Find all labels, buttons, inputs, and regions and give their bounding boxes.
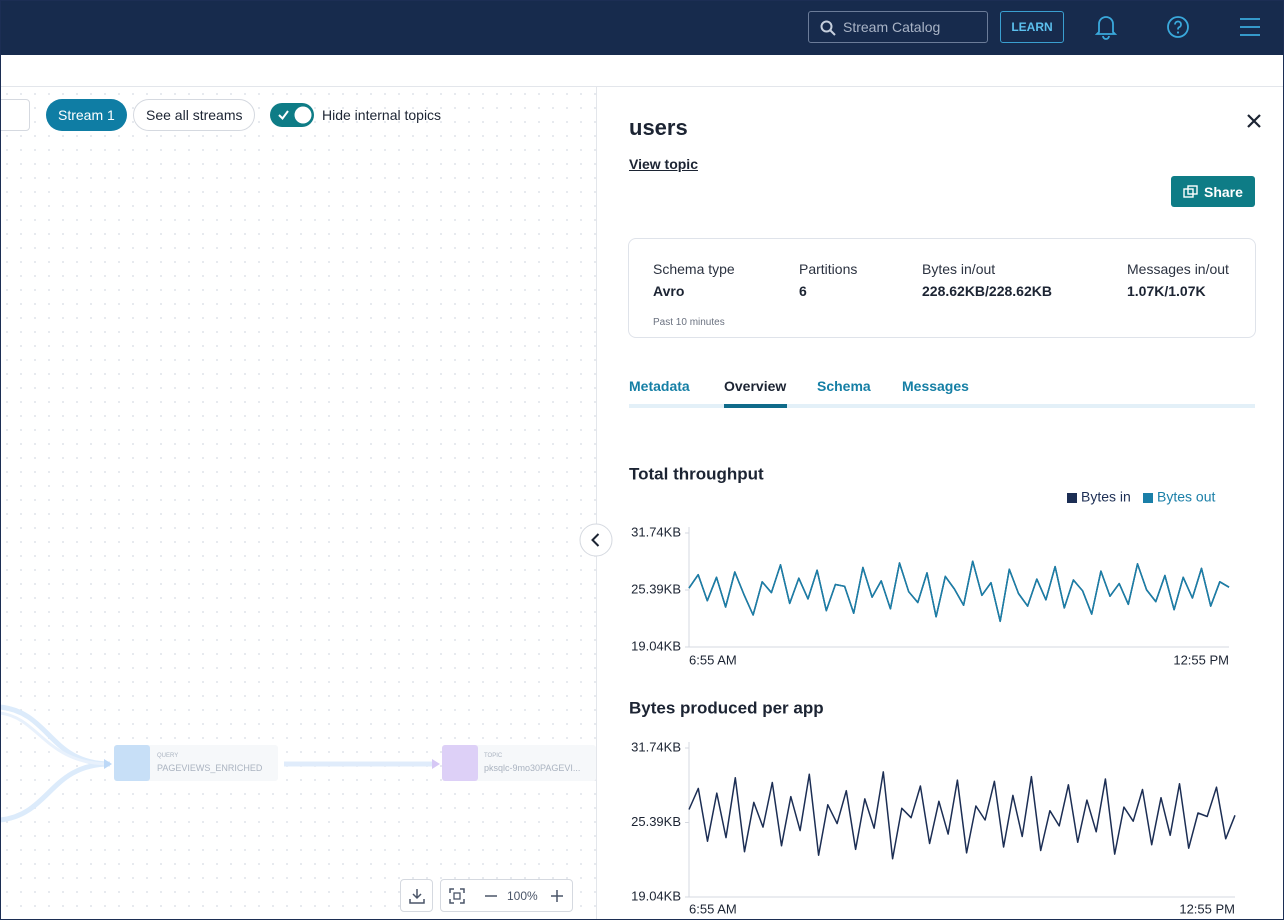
- node-label: pksqlc-9mo30PAGEVI...: [484, 763, 580, 773]
- query-node[interactable]: QUERY PAGEVIEWS_ENRICHED: [114, 745, 278, 781]
- chart-title: Bytes produced per app: [629, 698, 824, 717]
- see-all-streams[interactable]: See all streams: [133, 99, 255, 131]
- sub-bar: [0, 55, 1284, 87]
- legend-swatch: [1143, 493, 1153, 503]
- stat-value: 228.62KB/228.62KB: [922, 283, 1052, 299]
- y-tick-label: 31.74KB: [631, 524, 681, 539]
- y-tick-label: 19.04KB: [631, 638, 681, 653]
- legend-label: Bytes in: [1081, 489, 1131, 505]
- download-icon: [409, 888, 425, 904]
- top-bar: Stream Catalog LEARN: [0, 0, 1284, 55]
- x-tick-label: 12:55 PM: [1173, 652, 1229, 667]
- stats-card: Schema type Avro Partitions 6 Bytes in/o…: [628, 238, 1256, 338]
- search-placeholder: Stream Catalog: [843, 19, 940, 35]
- stream-pill[interactable]: Stream 1: [46, 99, 127, 131]
- legend-swatch: [1067, 493, 1077, 503]
- fit-icon[interactable]: [449, 888, 465, 904]
- stat-value: Avro: [653, 283, 684, 299]
- share-button[interactable]: Share: [1171, 176, 1255, 207]
- y-tick-label: 25.39KB: [631, 581, 681, 596]
- search-icon: [820, 20, 836, 36]
- zoom-controls: 100%: [440, 879, 573, 912]
- chart: Total throughput 19.04KB 25.39KB 31.74KB 6:5…: [621, 455, 1261, 670]
- tab[interactable]: Metadata: [629, 378, 690, 394]
- tab[interactable]: Overview: [724, 378, 786, 394]
- stat-label: Schema type: [653, 261, 735, 277]
- menu-icon[interactable]: [1239, 16, 1261, 38]
- toggle[interactable]: [270, 103, 314, 127]
- topic-node[interactable]: TOPIC pksqlc-9mo30PAGEVI...: [442, 745, 596, 781]
- zoom-out[interactable]: [483, 888, 499, 904]
- zoom-level: 100%: [507, 889, 538, 903]
- y-tick-label: 19.04KB: [631, 888, 681, 903]
- chart-title: Total throughput: [629, 464, 764, 483]
- download-button[interactable]: [400, 879, 433, 912]
- tab[interactable]: Schema: [817, 378, 871, 394]
- partial-button[interactable]: [0, 99, 30, 131]
- stat-label: Bytes in/out: [922, 261, 995, 277]
- node-kind: TOPIC: [484, 753, 502, 759]
- panel-title: users: [629, 115, 688, 141]
- x-tick-label: 6:55 AM: [689, 901, 737, 916]
- tab[interactable]: Messages: [902, 378, 969, 394]
- share-label: Share: [1204, 184, 1243, 200]
- collapse-button[interactable]: [579, 523, 613, 557]
- stat-label: Partitions: [799, 261, 857, 277]
- help-icon[interactable]: [1166, 15, 1190, 39]
- node-kind: QUERY: [157, 753, 178, 759]
- bell-icon[interactable]: [1094, 14, 1118, 40]
- graph-canvas: Stream 1 See all streams Hide internal t…: [0, 87, 596, 920]
- stats-note: Past 10 minutes: [653, 317, 725, 328]
- y-tick-label: 31.74KB: [631, 739, 681, 754]
- node-label: PAGEVIEWS_ENRICHED: [157, 763, 262, 773]
- learn-button[interactable]: LEARN: [1000, 11, 1064, 43]
- search-box[interactable]: Stream Catalog: [808, 11, 988, 43]
- active-tab-indicator: [724, 404, 787, 408]
- toggle-label: Hide internal topics: [322, 107, 441, 123]
- x-tick-label: 6:55 AM: [689, 652, 737, 667]
- y-tick-label: 25.39KB: [631, 814, 681, 829]
- data-line: [689, 772, 1235, 859]
- stat-value: 6: [799, 283, 807, 299]
- topic-icon: [442, 745, 478, 781]
- legend-label: Bytes out: [1157, 489, 1215, 505]
- close-button[interactable]: [1246, 113, 1262, 129]
- share-icon: [1183, 185, 1198, 199]
- zoom-in[interactable]: [549, 888, 565, 904]
- stat-label: Messages in/out: [1127, 261, 1229, 277]
- chart: Bytes produced per app 19.04KB 25.39KB 31.7…: [621, 690, 1271, 920]
- x-tick-label: 12:55 PM: [1179, 901, 1235, 916]
- stat-value: 1.07K/1.07K: [1127, 283, 1206, 299]
- detail-panel: users View topic Share Schema type Avro …: [596, 87, 1284, 920]
- view-topic-link[interactable]: View topic: [629, 156, 698, 172]
- query-icon: [114, 745, 150, 781]
- data-line: [689, 561, 1229, 621]
- tab-rule: [629, 404, 1255, 408]
